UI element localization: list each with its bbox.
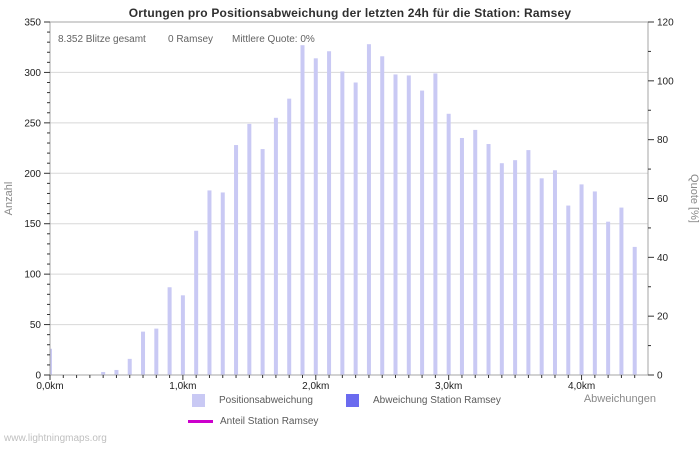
legend-item-abweichung-station: Abweichung Station Ramsey: [346, 394, 501, 407]
bar: [207, 190, 212, 375]
y-right-tick-label: 100: [657, 76, 674, 87]
y-right-tick-label: 20: [657, 312, 669, 323]
bar: [606, 221, 611, 375]
bar: [406, 75, 411, 375]
y-left-tick-label: 200: [24, 169, 41, 180]
y-left-tick-label: 350: [24, 18, 41, 29]
y-right-tick-label: 0: [657, 371, 663, 382]
y-axis-label-right: Quote [%]: [688, 174, 700, 223]
bar: [327, 51, 332, 376]
legend-swatch-positionsabweichung-icon: [192, 394, 205, 407]
legend-item-anteil-station: Anteil Station Ramsey: [188, 416, 318, 427]
bar: [486, 144, 491, 375]
watermark-text: www.lightningmaps.org: [4, 433, 107, 444]
chart-title: Ortungen pro Positionsabweichung der let…: [128, 6, 572, 20]
bar: [420, 90, 425, 375]
x-tick-label: 3,0km: [435, 381, 462, 392]
bar: [592, 191, 597, 375]
plot-border: [49, 21, 649, 376]
legend-item-positionsabweichung: Positionsabweichung: [192, 394, 313, 407]
legend-swatch-abweichung-station-icon: [346, 394, 359, 407]
bar: [366, 44, 371, 376]
axis-ticks: [44, 21, 654, 380]
y-left-tick-label: 50: [30, 320, 42, 331]
bar: [114, 369, 119, 375]
bar: [313, 58, 318, 376]
x-tick-label: 4,0km: [568, 381, 595, 392]
bar: [167, 287, 172, 375]
stat-total-strikes: 8.352 Blitze gesamt: [58, 34, 146, 45]
bar: [552, 170, 557, 375]
x-axis-label: Abweichungen: [583, 393, 656, 405]
y-left-tick-label: 300: [24, 68, 41, 79]
bar: [433, 73, 438, 376]
bar: [287, 98, 292, 375]
gridlines: [50, 71, 648, 326]
bar: [499, 163, 504, 375]
bar: [579, 184, 584, 375]
stat-mean-quote: Mittlere Quote: 0%: [232, 34, 315, 45]
bar: [234, 145, 239, 375]
y-left-tick-label: 250: [24, 118, 41, 129]
bar: [273, 117, 278, 376]
legend-label-abweichung-station: Abweichung Station Ramsey: [373, 395, 501, 406]
bar: [50, 348, 52, 375]
x-tick-label: 2,0km: [302, 381, 329, 392]
bar: [353, 82, 358, 375]
x-tick-label: 0,0km: [36, 381, 63, 392]
y-left-tick-label: 100: [24, 270, 41, 281]
bar: [260, 149, 265, 375]
bar: [619, 207, 624, 375]
y-right-tick-label: 80: [657, 135, 669, 146]
bar: [101, 371, 106, 375]
axis-tick-labels: 0 50 100 150 200 250 300 350 0 20 40 60 80 100 120 0,0k…: [24, 18, 674, 393]
legend-label-positionsabweichung: Positionsabweichung: [219, 395, 313, 406]
y-left-tick-label: 150: [24, 219, 41, 230]
bars-positionsabweichung: [50, 44, 637, 376]
bar: [141, 331, 146, 375]
bar: [194, 230, 199, 375]
bar: [154, 328, 159, 375]
bar: [340, 71, 345, 376]
bar: [539, 178, 544, 375]
y-right-tick-label: 120: [657, 18, 674, 29]
y-right-tick-label: 60: [657, 194, 669, 205]
bar: [526, 150, 531, 375]
bar: [513, 160, 518, 375]
bar: [300, 45, 305, 375]
bar: [393, 74, 398, 376]
bar: [127, 358, 132, 375]
bar: [247, 123, 252, 375]
bar: [380, 56, 385, 375]
bar: [566, 205, 571, 375]
bar: [446, 113, 451, 375]
y-axis-label-left: Anzahl: [3, 182, 15, 216]
bar: [220, 192, 225, 375]
bar: [180, 295, 185, 375]
legend-label-anteil-station: Anteil Station Ramsey: [220, 416, 319, 427]
legend-line-anteil-icon: [188, 420, 213, 423]
bar: [473, 129, 478, 375]
x-tick-label: 1,0km: [169, 381, 196, 392]
y-right-tick-label: 40: [657, 253, 669, 264]
y-left-tick-label: 0: [35, 371, 41, 382]
bar: [632, 246, 637, 375]
bar: [459, 137, 464, 375]
stat-station-strikes: 0 Ramsey: [168, 34, 214, 45]
